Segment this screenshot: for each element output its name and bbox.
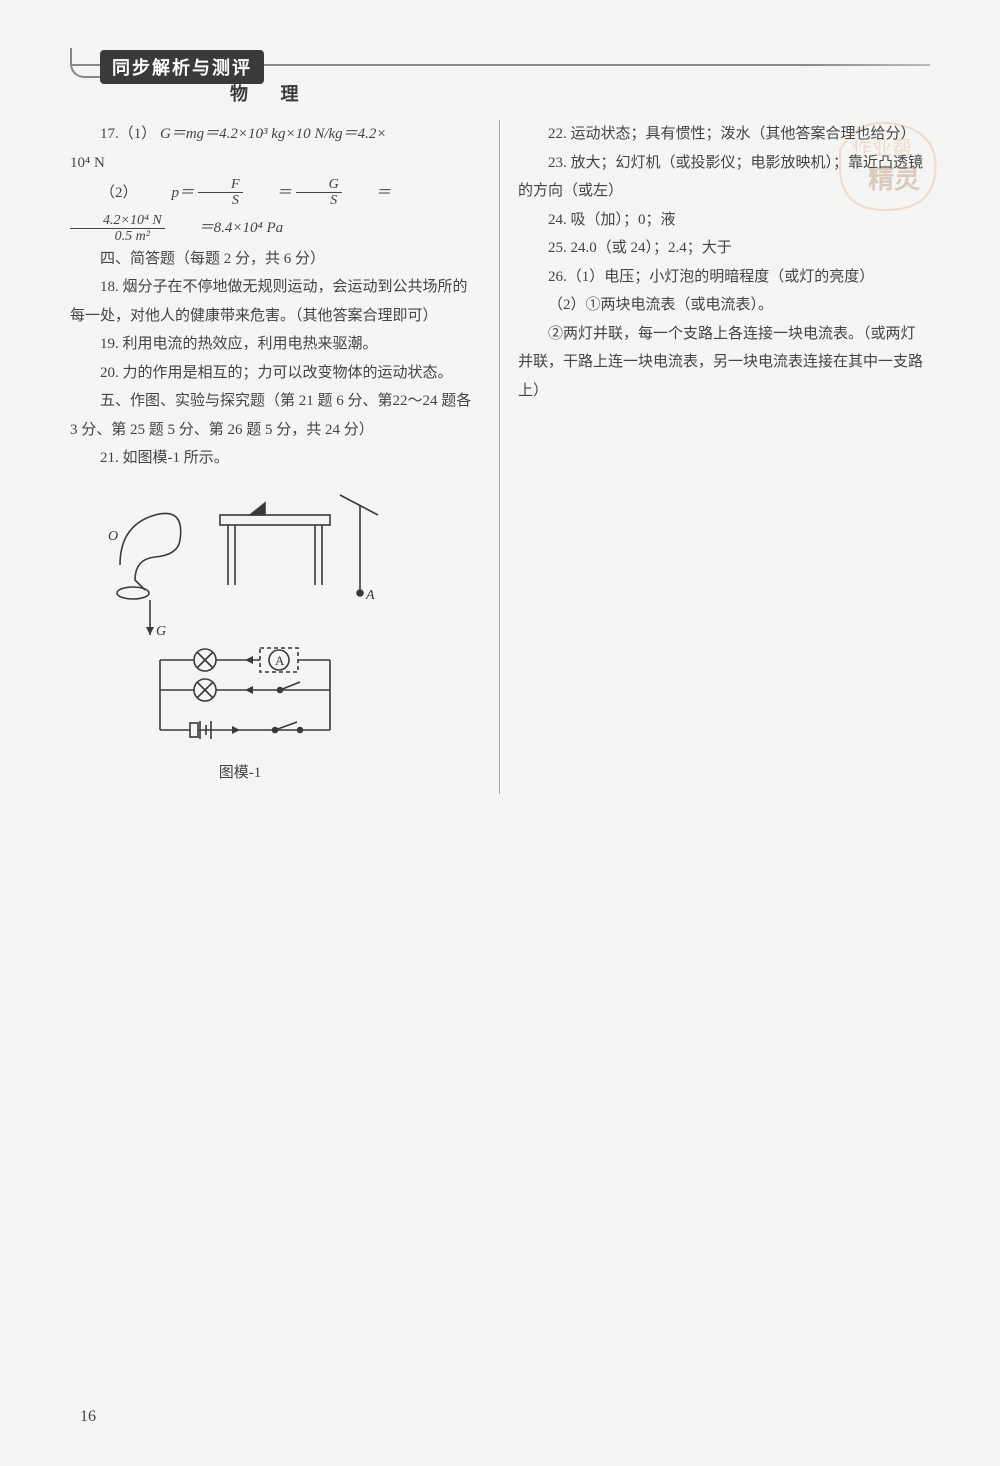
frac-GS-num: G xyxy=(296,177,342,193)
svg-text:G: G xyxy=(156,624,166,639)
q20: 20. 力的作用是相互的；力可以改变物体的运动状态。 xyxy=(70,359,481,388)
q17-2-result: ＝8.4×10⁴ Pa xyxy=(169,214,284,243)
q17-part1: 17.（1） G＝mg＝4.2×10³ kg×10 N/kg＝4.2× xyxy=(70,120,481,149)
figure-caption: 图模-1 xyxy=(100,759,380,788)
frac-GS: G S xyxy=(296,177,342,209)
q26-2: （2）①两块电流表（或电流表）。 xyxy=(518,291,930,320)
q22: 22. 运动状态；具有惯性；泼水（其他答案合理也给分） xyxy=(518,120,930,149)
right-column: 22. 运动状态；具有惯性；泼水（其他答案合理也给分） 23. 放大；幻灯机（或… xyxy=(500,120,930,794)
figure-mo-1: O G xyxy=(100,485,380,788)
q17-2-p: p＝ xyxy=(142,179,195,208)
frac-val-den: 0.5 m² xyxy=(82,229,153,244)
frac-FS-num: F xyxy=(198,177,243,193)
q17-part2: （2） p＝ F S ＝ G S ＝ 4.2×10⁴ N 0.5 m² ＝8.4… xyxy=(70,177,481,245)
q17-1-prefix: 17.（1） xyxy=(100,126,156,142)
q17-1-cont: 10⁴ N xyxy=(70,149,481,178)
section-5-heading: 五、作图、实验与探究题（第 21 题 6 分、第22～24 题各 3 分、第 2… xyxy=(70,387,481,444)
q17-1-expr: G＝mg＝4.2×10³ kg×10 N/kg＝4.2× xyxy=(160,126,387,142)
q26-3: ②两灯并联，每一个支路上各连接一块电流表。（或两灯并联，干路上连一块电流表，另一… xyxy=(518,320,930,406)
section-4-heading: 四、简答题（每题 2 分，共 6 分） xyxy=(70,245,481,274)
left-column: 17.（1） G＝mg＝4.2×10³ kg×10 N/kg＝4.2× 10⁴ … xyxy=(70,120,500,794)
figure-svg: O G xyxy=(100,485,380,745)
two-column-layout: 17.（1） G＝mg＝4.2×10³ kg×10 N/kg＝4.2× 10⁴ … xyxy=(70,120,930,794)
header-tab-decor xyxy=(70,48,100,78)
header-badge: 同步解析与测评 xyxy=(100,50,264,84)
page-number: 16 xyxy=(80,1408,96,1426)
svg-text:A: A xyxy=(365,588,375,603)
q17-2-prefix: （2） xyxy=(70,179,138,208)
frac-FS: F S xyxy=(198,177,243,209)
page-header: 同步解析与测评 物 理 xyxy=(70,50,930,100)
frac-val-num: 4.2×10⁴ N xyxy=(70,213,165,229)
q21: 21. 如图模-1 所示。 xyxy=(70,444,481,473)
q23: 23. 放大；幻灯机（或投影仪；电影放映机）；靠近凸透镜的方向（或左） xyxy=(518,149,930,206)
eq2: ＝ xyxy=(346,179,391,208)
eq1: ＝ xyxy=(247,179,292,208)
q25: 25. 24.0（或 24）；2.4；大于 xyxy=(518,234,930,263)
header-subject: 物 理 xyxy=(230,80,313,106)
q19: 19. 利用电流的热效应，利用电热来驱潮。 xyxy=(70,330,481,359)
frac-val: 4.2×10⁴ N 0.5 m² xyxy=(70,213,165,245)
q26-1: 26.（1）电压；小灯泡的明暗程度（或灯的亮度） xyxy=(518,263,930,292)
q24: 24. 吸（加）；0；液 xyxy=(518,206,930,235)
svg-text:O: O xyxy=(108,529,118,544)
page-content: 同步解析与测评 物 理 17.（1） G＝mg＝4.2×10³ kg×10 N/… xyxy=(70,50,930,794)
frac-FS-den: S xyxy=(199,193,242,208)
frac-GS-den: S xyxy=(297,193,340,208)
q18: 18. 烟分子在不停地做无规则运动，会运动到公共场所的每一处，对他人的健康带来危… xyxy=(70,273,481,330)
svg-text:A: A xyxy=(275,653,285,668)
